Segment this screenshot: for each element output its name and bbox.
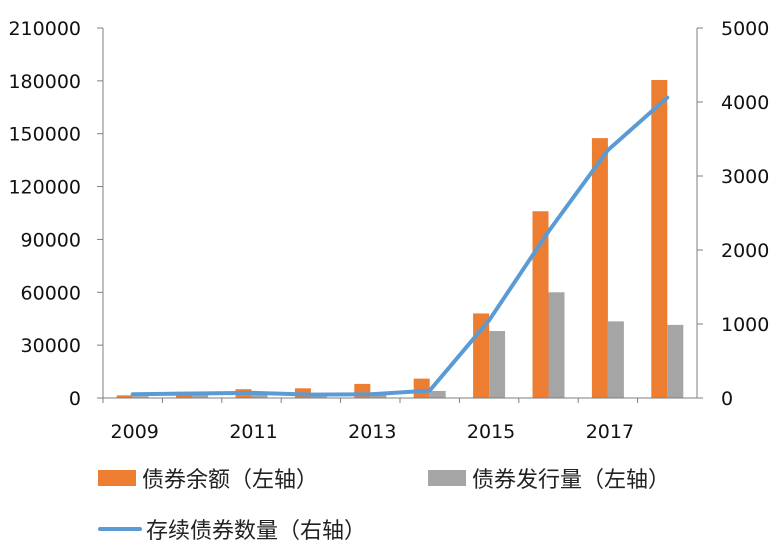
bar-bond-balance-2017 xyxy=(591,138,608,398)
bar-bond-issuance-2014 xyxy=(429,390,446,398)
x-tick-label: 2013 xyxy=(348,421,396,443)
left-axis-ticks: 0 30000 60000 90000 120000 150000 180000 210000 xyxy=(8,18,103,410)
legend-label-bond-issuance: 债券发行量（左轴） xyxy=(472,468,671,493)
legend-item-bond-balance: 债券余额（左轴） xyxy=(98,462,318,494)
x-tick-label: 2009 xyxy=(111,421,159,443)
bar-bond-balance-2016 xyxy=(532,211,549,398)
left-tick-label: 30000 xyxy=(21,335,81,357)
legend-label-bond-balance: 债券余额（左轴） xyxy=(142,468,319,493)
left-tick-label: 120000 xyxy=(8,177,81,199)
line-layer xyxy=(130,95,670,397)
x-tick-label: 2011 xyxy=(229,421,277,443)
right-tick-label: 2000 xyxy=(721,240,769,262)
right-tick-label: 5000 xyxy=(721,18,769,40)
bar-bond-issuance-2016 xyxy=(548,292,565,398)
legend-swatch-bond-issuance xyxy=(428,470,466,486)
bar-bond-issuance-2010 xyxy=(192,394,209,398)
left-tick-label: 0 xyxy=(69,388,81,410)
bar-bond-issuance-2009 xyxy=(132,396,149,398)
legend-label-outstanding-count: 存续债券数量（右轴） xyxy=(146,519,367,544)
bar-bond-issuance-2017 xyxy=(607,321,624,398)
legend-item-outstanding-count: 存续债券数量（右轴） xyxy=(98,513,366,545)
right-tick-label: 0 xyxy=(721,388,733,410)
right-tick-label: 3000 xyxy=(721,166,769,188)
x-tick-label: 2015 xyxy=(467,421,515,443)
legend-swatch-outstanding-count xyxy=(98,527,142,531)
left-tick-label: 150000 xyxy=(8,124,81,146)
bars-layer xyxy=(116,79,684,398)
right-tick-label: 4000 xyxy=(721,92,769,114)
x-tick-label: 2017 xyxy=(586,421,634,443)
right-tick-label: 1000 xyxy=(721,314,769,336)
x-axis-ticks: 2009 2011 2013 2015 2017 xyxy=(102,398,639,443)
bar-bond-issuance-2018 xyxy=(667,324,684,398)
left-tick-label: 210000 xyxy=(8,18,81,40)
bar-bond-balance-2018 xyxy=(651,79,668,398)
left-tick-label: 60000 xyxy=(21,282,81,304)
bar-bond-issuance-2011 xyxy=(251,392,268,398)
left-tick-label: 180000 xyxy=(8,71,81,93)
legend-item-bond-issuance: 债券发行量（左轴） xyxy=(428,462,670,494)
legend-swatch-bond-balance xyxy=(98,470,136,486)
bar-bond-issuance-2015 xyxy=(489,331,506,398)
right-axis-ticks: 0 1000 2000 3000 4000 5000 xyxy=(697,18,769,410)
bar-bond-balance-2009 xyxy=(116,395,133,398)
left-tick-label: 90000 xyxy=(21,229,81,251)
line-outstanding-count xyxy=(130,95,670,397)
bar-bond-balance-2014 xyxy=(413,378,430,398)
